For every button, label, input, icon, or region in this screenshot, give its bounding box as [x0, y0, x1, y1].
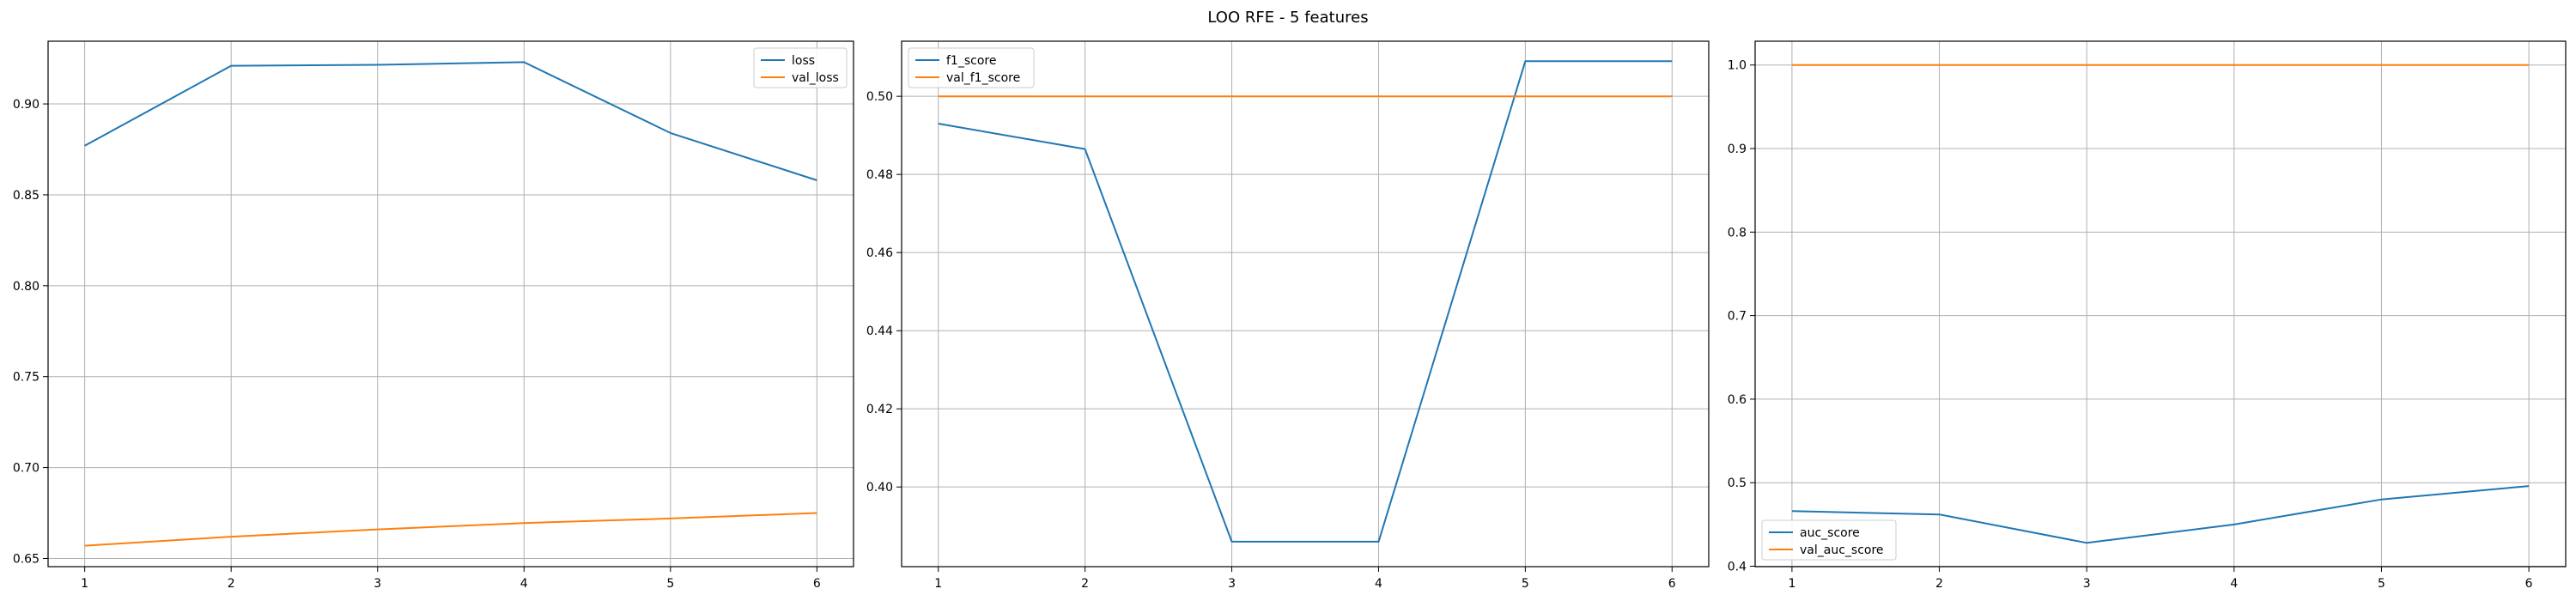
chart-1-y-tick-label: 0.70 [13, 462, 39, 476]
chart-1-x-tick-label: 6 [813, 577, 821, 591]
chart-1-axes-frame [47, 40, 854, 568]
chart-2-y-tick-label: 0.44 [866, 325, 893, 338]
f1-score-chart: 1 2 3 4 5 6 0.40 0.42 0.44 0.46 0.48 0.50 f1_scoreva… [866, 40, 1710, 591]
chart-3-x-tick-label: 2 [1935, 577, 1943, 591]
chart-3-axes-frame [1754, 40, 2567, 568]
chart-2-y-tick-label: 0.48 [866, 168, 893, 182]
chart-3-legend-box [1761, 519, 1897, 561]
chart-2-x-tick-label: 4 [1375, 577, 1382, 591]
chart-3-y-tick-label: 0.7 [1728, 310, 1747, 324]
chart-1-legend: loss val_loss [753, 47, 848, 88]
chart-3-legend-label: val_auc_score [1800, 543, 1884, 557]
chart-1-y-tick-label: 0.80 [13, 280, 39, 294]
chart-2-x-tick-label: 2 [1081, 577, 1089, 591]
chart-3-x-tick-label: 5 [2378, 577, 2385, 591]
chart-3-x-tick-label: 1 [1788, 577, 1795, 591]
chart-3-y-tick-label: 0.4 [1728, 561, 1747, 574]
chart-2-axes-frame [901, 40, 1710, 568]
chart-3-legend: auc_score val_auc_score [1761, 519, 1897, 561]
chart-3-y-tick-label: 0.5 [1728, 477, 1747, 490]
chart-1-x-tick-label: 5 [666, 577, 674, 591]
chart-1-legend-label: val_loss [792, 71, 839, 85]
chart-2-x-tick-label: 5 [1522, 577, 1529, 591]
chart-2-legend: f1_score val_f1_score [908, 47, 1035, 88]
chart-3-y-tick-label: 0.8 [1728, 226, 1747, 240]
chart-3-y-tick-label: 0.6 [1728, 393, 1747, 407]
chart-1-y-tick-label: 0.90 [13, 98, 39, 112]
chart-2-x-tick-label: 1 [934, 577, 942, 591]
chart-3-series-auc-score-line [1791, 485, 2530, 544]
chart-2-legend-label: val_f1_score [946, 71, 1020, 85]
chart-2-y-tick-label: 0.46 [866, 246, 893, 260]
chart-3-x-tick-label: 3 [2083, 577, 2091, 591]
chart-3-x-tick-label: 4 [2230, 577, 2238, 591]
chart-1-x-tick-label: 4 [520, 577, 528, 591]
chart-3-y-tick-label: 1.0 [1728, 59, 1747, 73]
figure-title: LOO RFE - 5 features [1207, 9, 1369, 27]
chart-1-x-tick-label: 3 [374, 577, 381, 591]
chart-1-y-tick-label: 0.85 [13, 189, 39, 203]
chart-1-y-tick-label: 0.75 [13, 371, 39, 385]
chart-2-y-tick-label: 0.42 [866, 403, 893, 416]
chart-2-x-tick-label: 6 [1668, 577, 1676, 591]
chart-1-legend-label: loss [792, 54, 815, 68]
chart-2-y-tick-label: 0.50 [866, 90, 893, 104]
chart-3-legend-label: auc_score [1800, 526, 1860, 540]
chart-3-y-tick-label: 0.9 [1728, 143, 1747, 156]
loss-chart: 1 2 3 4 5 6 0.65 0.70 0.75 0.80 0.85 0.90 loss val_lo… [13, 40, 854, 591]
chart-1-x-tick-label: 2 [228, 577, 235, 591]
chart-2-legend-label: f1_score [946, 54, 996, 68]
chart-2-series-f1-score-line [938, 60, 1673, 543]
chart-1-y-tick-label: 0.65 [13, 552, 39, 566]
chart-1-x-tick-label: 1 [81, 577, 88, 591]
chart-1-series-loss-line [84, 61, 817, 181]
chart-3-x-tick-label: 6 [2525, 577, 2533, 591]
chart-2-y-tick-label: 0.40 [866, 481, 893, 495]
chart-2-x-tick-label: 3 [1228, 577, 1236, 591]
chart-2-legend-box [908, 47, 1035, 88]
chart-1-series-val-loss-line [84, 512, 817, 547]
